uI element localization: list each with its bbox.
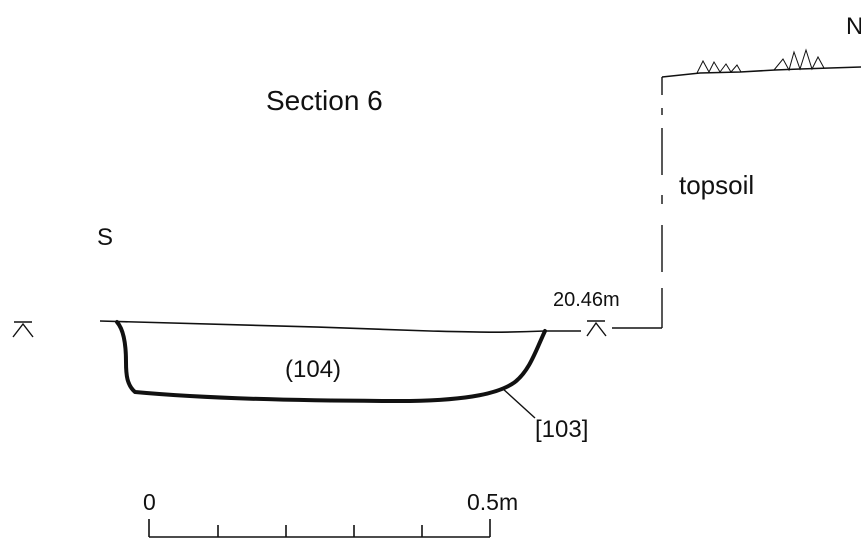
scale-label-start: 0 — [143, 489, 156, 515]
fill-label: (104) — [285, 356, 341, 383]
direction-south: S — [97, 224, 113, 251]
scale-bar — [148, 519, 491, 538]
datum-level-label: 20.46m — [553, 289, 620, 311]
cut-label: [103] — [535, 416, 588, 443]
section-title: Section 6 — [266, 85, 383, 116]
topsoil-label: topsoil — [679, 170, 754, 200]
top-ground-line — [661, 66, 861, 78]
ground-surface-line — [99, 320, 581, 333]
cut-outline — [115, 320, 547, 403]
grass-tuft-icon — [773, 48, 825, 72]
direction-north: N — [846, 13, 861, 40]
cut-leader-line — [501, 387, 536, 419]
grass-tuft-icon — [696, 59, 742, 74]
datum-marker-left-icon — [12, 321, 34, 338]
scale-label-end: 0.5m — [467, 489, 518, 515]
datum-marker-right-icon — [586, 320, 607, 337]
